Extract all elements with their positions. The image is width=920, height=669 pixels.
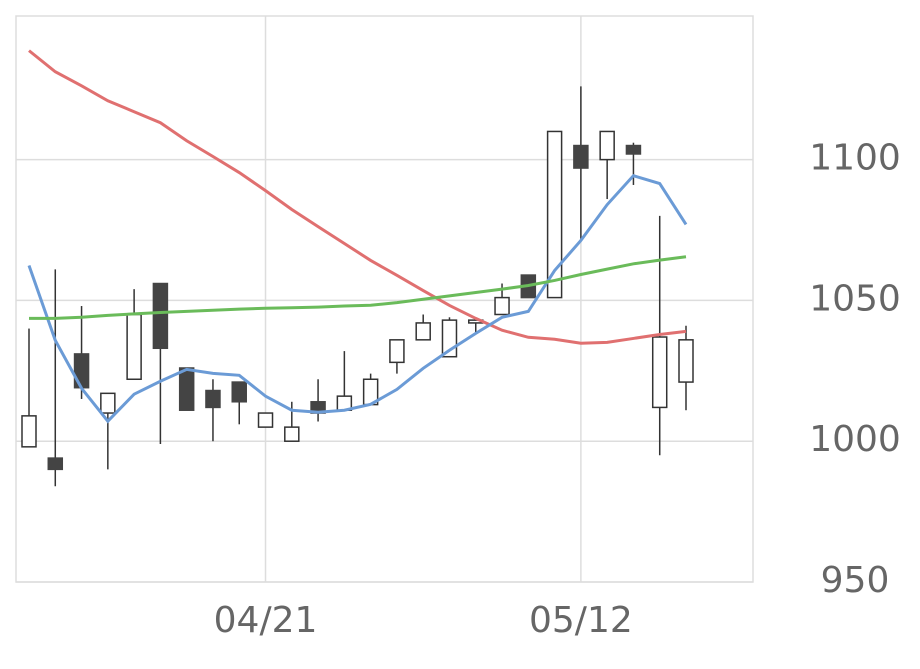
candle-body: [178, 367, 195, 411]
candle-body: [678, 339, 694, 383]
candle-body: [415, 322, 431, 341]
candle-body: [126, 313, 142, 381]
candle-body: [651, 336, 668, 409]
moving-average-line: [28, 49, 687, 345]
y-tick-label: 1000: [809, 419, 901, 460]
y-tick-label: 950: [821, 560, 890, 601]
moving-average-line: [27, 173, 688, 424]
candle-body: [625, 144, 642, 155]
x-tick-label: 05/12: [529, 600, 633, 641]
candle-body: [546, 130, 563, 299]
candle-body: [389, 339, 405, 364]
plot-area: [15, 15, 754, 583]
candle-body: [73, 353, 90, 389]
candle-body: [205, 389, 221, 409]
candle-body: [100, 392, 116, 414]
y-tick-label: 1050: [809, 278, 901, 319]
candle-body: [573, 144, 589, 169]
moving-average-line: [29, 255, 687, 320]
candle-body: [599, 130, 615, 161]
candle-body: [257, 412, 274, 428]
candle-body: [231, 381, 247, 403]
candle-body: [47, 457, 64, 471]
candle-body: [284, 426, 300, 442]
candle-body: [21, 415, 37, 448]
y-tick-label: 1100: [809, 138, 901, 179]
candle-body: [494, 296, 510, 316]
x-tick-label: 04/21: [214, 600, 318, 641]
candle-body: [152, 282, 169, 350]
